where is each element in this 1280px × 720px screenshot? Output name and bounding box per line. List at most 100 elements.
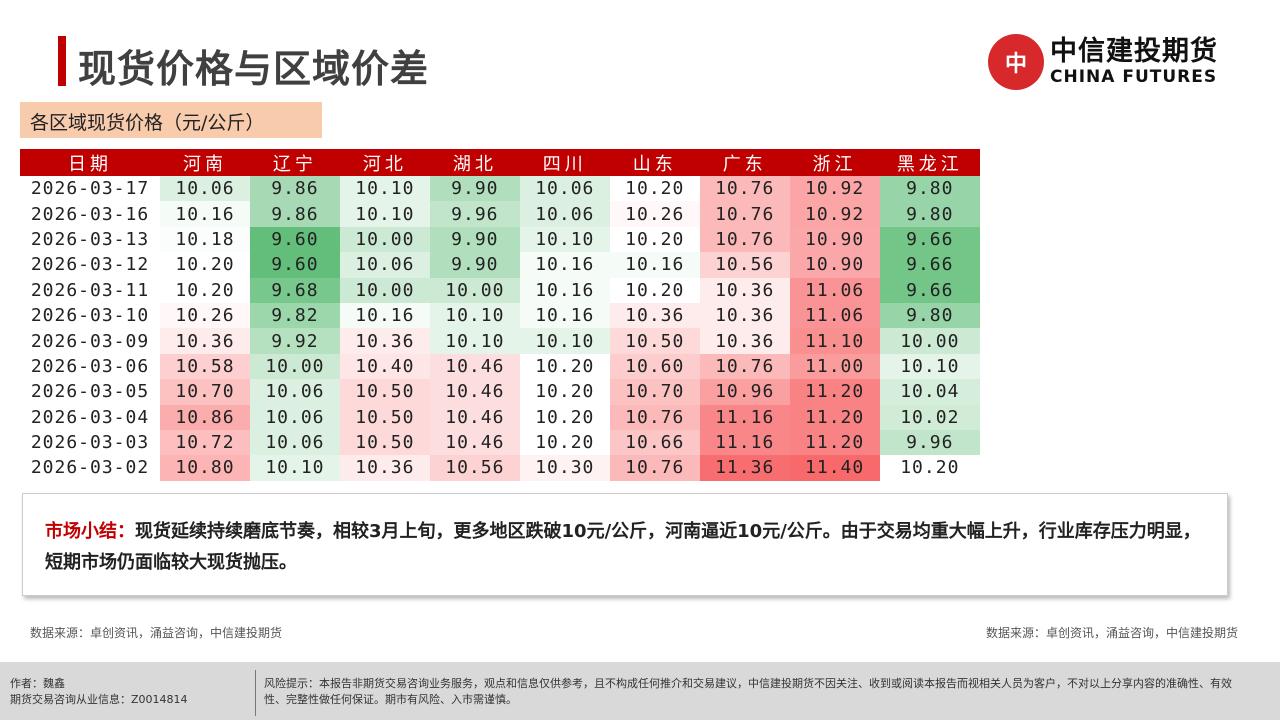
price-cell: 10.04 [879,379,980,405]
price-cell: 10.36 [160,328,250,354]
price-cell: 10.46 [429,379,520,405]
price-cell: 10.90 [789,252,880,278]
price-cell: 10.00 [339,277,430,303]
price-cell: 10.20 [160,252,250,278]
price-cell: 9.60 [249,226,340,253]
company-logo: 中 中信建投期货 CHINA FUTURES [988,34,1218,90]
price-cell: 10.06 [249,404,340,430]
price-cell: 10.96 [699,379,790,405]
price-cell: 10.06 [519,176,610,202]
source-left: 数据来源：卓创资讯，涌益咨询，中信建投期货 [30,626,283,640]
summary-label: 市场小结： [45,521,135,542]
price-cell: 10.06 [249,379,340,405]
price-cell: 10.00 [429,277,520,303]
table-row: 2026-03-06 10.58 10.00 10.40 10.46 10.20 10.60… [20,353,980,380]
price-cell: 10.36 [339,328,430,354]
price-cell: 9.80 [879,302,980,329]
price-cell: 10.76 [699,353,790,380]
column-header: 广东 [699,149,790,176]
table-row: 2026-03-11 10.20 9.68 10.00 10.00 10.16 10.20 1… [20,277,980,303]
price-cell: 10.92 [789,201,880,227]
column-header: 河北 [339,149,430,176]
column-header: 湖北 [429,149,520,176]
table-row: 2026-03-10 10.26 9.82 10.16 10.10 10.16 10.36 1… [20,302,980,329]
price-cell: 10.20 [879,455,980,481]
price-cell: 10.10 [249,455,340,481]
table-row: 2026-03-12 10.20 9.60 10.06 9.90 10.16 10.16 10… [20,252,980,278]
date-cell: 2026-03-04 [20,404,160,430]
table-row: 2026-03-16 10.16 9.86 10.10 9.96 10.06 10.26 10… [20,201,980,227]
price-cell: 9.86 [249,176,340,202]
price-cell: 9.96 [879,429,980,456]
column-header: 四川 [519,149,610,176]
table-row: 2026-03-03 10.72 10.06 10.50 10.46 10.20 10.66… [20,429,980,456]
price-cell: 10.76 [699,176,790,202]
summary-text: 现货延续持续磨底节奏，相较3月上旬，更多地区跌破10元/公斤，河南逼近10元/公… [45,521,1201,573]
price-cell: 9.80 [879,201,980,227]
table-header: 日期 河南 辽宁 河北 湖北 四川 山东 广东 浙江 黑龙江 [20,149,980,176]
price-cell: 10.20 [519,429,610,456]
price-cell: 10.26 [160,302,250,329]
date-cell: 2026-03-05 [20,379,160,405]
price-cell: 10.16 [160,201,250,227]
price-cell: 10.10 [429,302,520,329]
price-cell: 10.10 [519,226,610,253]
price-cell: 10.56 [699,252,790,278]
price-cell: 11.20 [789,379,880,405]
price-cell: 11.16 [699,429,790,456]
price-cell: 10.20 [609,226,700,253]
price-cell: 10.30 [519,455,610,481]
column-header: 山东 [609,149,700,176]
title-accent-bar [58,36,66,86]
price-cell: 10.40 [339,353,430,380]
price-cell: 11.16 [699,404,790,430]
price-cell: 9.68 [249,277,340,303]
price-cell: 10.72 [160,429,250,456]
price-cell: 9.90 [429,176,520,202]
price-cell: 10.18 [160,226,250,253]
price-cell: 11.06 [789,277,880,303]
column-header: 浙江 [789,149,880,176]
price-cell: 10.10 [879,353,980,380]
date-cell: 2026-03-12 [20,252,160,278]
price-cell: 10.00 [879,328,980,354]
column-header: 黑龙江 [879,149,980,176]
price-cell: 10.76 [609,455,700,481]
price-cell: 10.10 [339,201,430,227]
table-row: 2026-03-02 10.80 10.10 10.36 10.56 10.30 10.76… [20,455,980,481]
price-cell: 10.10 [429,328,520,354]
price-cell: 10.16 [519,277,610,303]
license: 期货交易咨询从业信息：Z0014814 [10,693,188,706]
price-cell: 10.70 [160,379,250,405]
price-cell: 10.36 [699,302,790,329]
price-cell: 10.36 [699,277,790,303]
price-cell: 10.70 [609,379,700,405]
table-row: 2026-03-13 10.18 9.60 10.00 9.90 10.10 10.20 10… [20,226,980,253]
price-cell: 9.66 [879,277,980,303]
price-cell: 10.66 [609,429,700,456]
price-cell: 9.60 [249,252,340,278]
price-cell: 10.20 [160,277,250,303]
market-summary: 市场小结：现货延续持续磨底节奏，相较3月上旬，更多地区跌破10元/公斤，河南逼近… [22,493,1228,596]
source-right: 数据来源：卓创资讯，涌益咨询，中信建投期货 [985,626,1238,640]
date-cell: 2026-03-17 [20,176,160,202]
price-cell: 9.86 [249,201,340,227]
price-cell: 10.20 [519,379,610,405]
logo-cn: 中信建投期货 [1050,36,1218,67]
price-cell: 10.20 [519,353,610,380]
date-cell: 2026-03-10 [20,302,160,329]
price-cell: 10.02 [879,404,980,430]
table-row: 2026-03-17 10.06 9.86 10.10 9.90 10.06 10.20 10… [20,176,980,202]
price-cell: 10.80 [160,455,250,481]
price-cell: 11.10 [789,328,880,354]
price-cell: 9.80 [879,176,980,202]
citic-logo-icon: 中 [988,34,1044,90]
footer-divider [255,670,256,716]
price-cell: 10.00 [249,353,340,380]
price-cell: 9.82 [249,302,340,329]
price-cell: 10.36 [339,455,430,481]
price-cell: 10.86 [160,404,250,430]
price-cell: 11.20 [789,429,880,456]
price-table: 日期 河南 辽宁 河北 湖北 四川 山东 广东 浙江 黑龙江 2026-03-17 10.06 9.8… [20,149,980,481]
price-cell: 10.50 [609,328,700,354]
